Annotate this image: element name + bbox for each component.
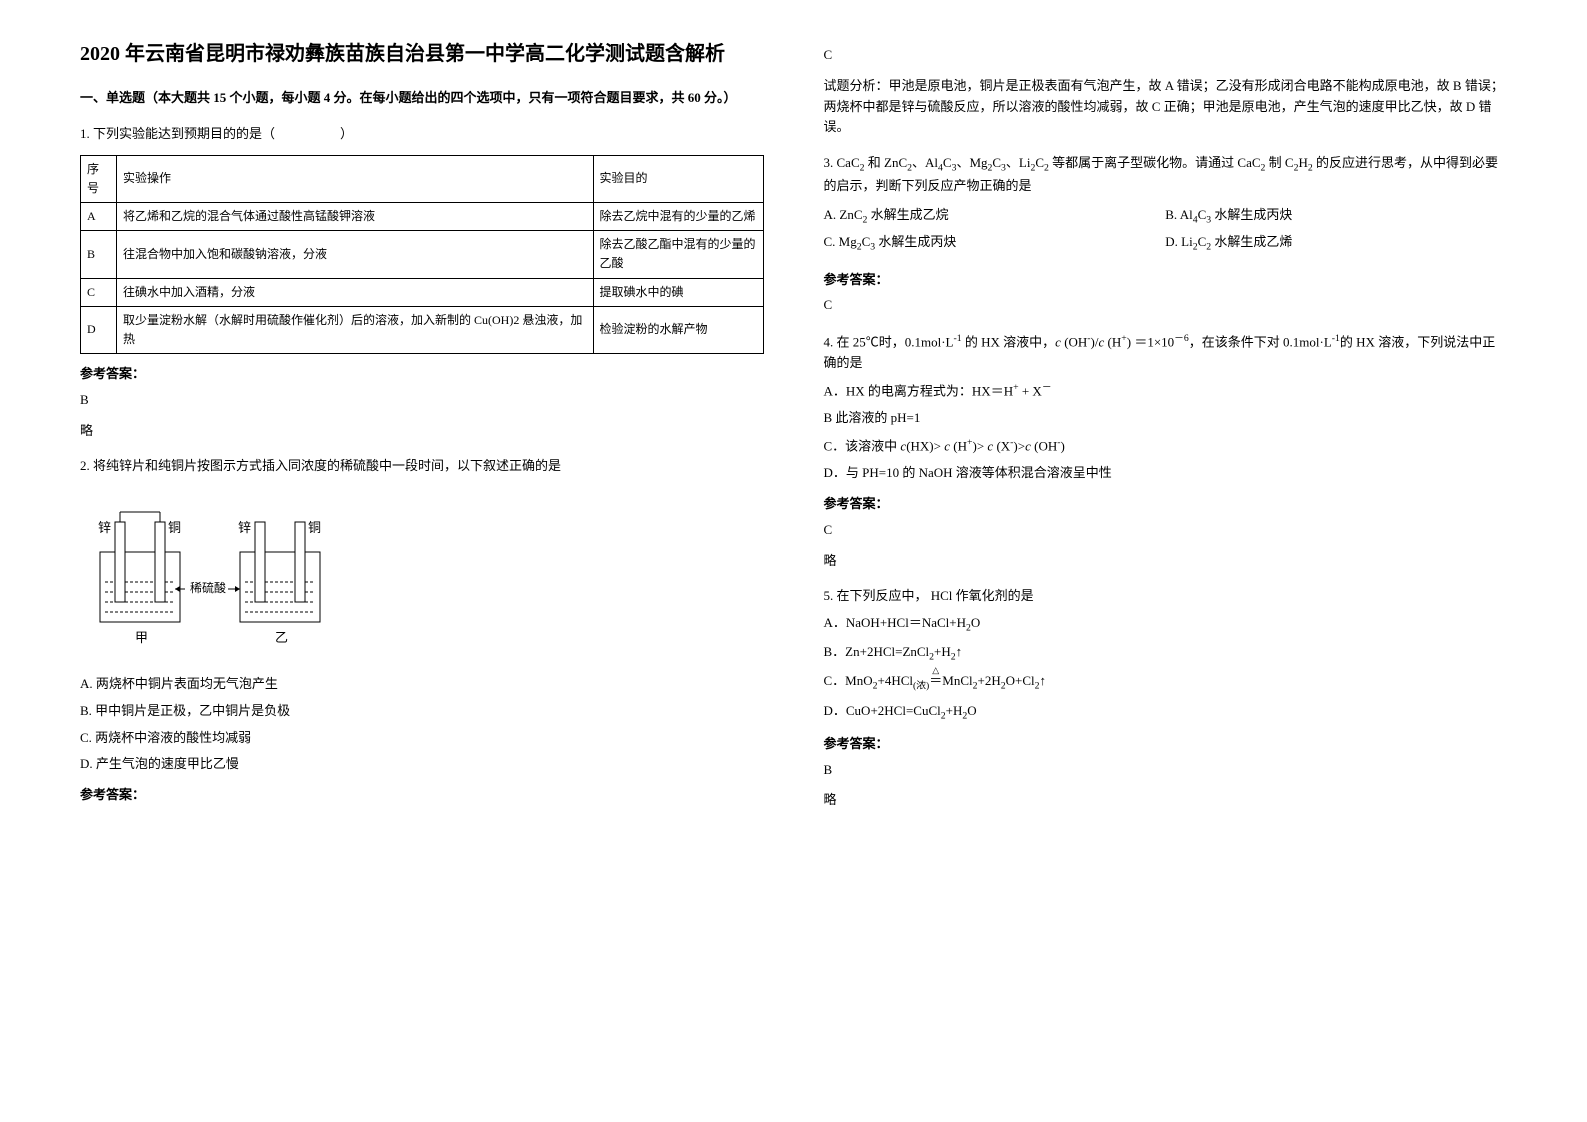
q2-analysis: 试题分析：甲池是原电池，铜片是正极表面有气泡产生，故 A 错误；乙没有形成闭合电… (824, 76, 1508, 138)
answer-label: 参考答案： (824, 494, 1508, 515)
q4-stem: 4. 在 25℃时，0.1mol·L-1 的 HX 溶液中，c (OH-)/c … (824, 331, 1508, 374)
q1-stem: 1. 下列实验能达到预期目的的是（ ） (80, 124, 764, 145)
q5-note: 略 (824, 790, 1508, 811)
q2-option-a: A. 两烧杯中铜片表面均无气泡产生 (80, 674, 764, 695)
q5-option-d: D．CuO+2HCl=CuCl2+H2O (824, 701, 1508, 724)
q5-option-c: C．MnO2+4HCl(浓)＝MnCl2+2H2O+Cl2↑ (824, 671, 1508, 694)
q5-option-b: B．Zn+2HCl=ZnCl2+H2↑ (824, 642, 1508, 665)
acid-label: 稀硫酸 (190, 580, 226, 595)
th-seq: 序号 (81, 155, 117, 202)
beaker-a-label: 甲 (135, 630, 148, 645)
table-header-row: 序号 实验操作 实验目的 (81, 155, 764, 202)
right-column: C 试题分析：甲池是原电池，铜片是正极表面有气泡产生，故 A 错误；乙没有形成闭… (794, 40, 1538, 826)
q2-option-b: B. 甲中铜片是正极，乙中铜片是负极 (80, 701, 764, 722)
answer-label: 参考答案： (824, 734, 1508, 755)
q1-answer: B (80, 390, 764, 411)
electrochemistry-diagram: 锌 铜 甲 锌 铜 乙 稀硫酸 (80, 492, 340, 652)
q5-answer: B (824, 760, 1508, 781)
table-row: B 往混合物中加入饱和碳酸钠溶液，分液 除去乙酸乙酯中混有的少量的乙酸 (81, 231, 764, 278)
answer-label: 参考答案： (80, 364, 764, 385)
table-row: D 取少量淀粉水解（水解时用硫酸作催化剂）后的溶液，加入新制的 Cu(OH)2 … (81, 306, 764, 353)
q3-option-d: D. Li2C2 水解生成乙烯 (1165, 232, 1507, 255)
q2-option-d: D. 产生气泡的速度甲比乙慢 (80, 754, 764, 775)
answer-label: 参考答案： (80, 785, 764, 806)
q1-table: 序号 实验操作 实验目的 A 将乙烯和乙烷的混合气体通过酸性高锰酸钾溶液 除去乙… (80, 155, 764, 355)
zn-label: 锌 (98, 520, 111, 535)
q3-option-a: A. ZnC2 水解生成乙烷 (824, 205, 1166, 228)
q5-option-a: A．NaOH+HCl＝NaCl+H2O (824, 613, 1508, 636)
table-row: A 将乙烯和乙烷的混合气体通过酸性高锰酸钾溶液 除去乙烷中混有的少量的乙烯 (81, 202, 764, 230)
q5-stem: 5. 在下列反应中， HCl 作氧化剂的是 (824, 586, 1508, 607)
question-4: 4. 在 25℃时，0.1mol·L-1 的 HX 溶液中，c (OH-)/c … (824, 331, 1508, 571)
page-title: 2020 年云南省昆明市禄劝彝族苗族自治县第一中学高二化学测试题含解析 (80, 40, 764, 68)
table-row: C 往碘水中加入酒精，分液 提取碘水中的碘 (81, 278, 764, 306)
q2-stem: 2. 将纯锌片和纯铜片按图示方式插入同浓度的稀硫酸中一段时间，以下叙述正确的是 (80, 456, 764, 477)
q3-answer: C (824, 295, 1508, 316)
q4-option-b: B 此溶液的 pH=1 (824, 408, 1508, 429)
question-5: 5. 在下列反应中， HCl 作氧化剂的是 A．NaOH+HCl＝NaCl+H2… (824, 586, 1508, 811)
question-3: 3. CaC2 和 ZnC2、Al4C3、Mg2C3、Li2C2 等都属于离子型… (824, 153, 1508, 316)
section-one-title: 一、单选题（本大题共 15 个小题，每小题 4 分。在每小题给出的四个选项中，只… (80, 88, 764, 109)
q4-note: 略 (824, 551, 1508, 572)
cu-label-2: 铜 (308, 520, 321, 535)
q3-option-b: B. Al4C3 水解生成丙炔 (1165, 205, 1507, 228)
q4-option-d: D．与 PH=10 的 NaOH 溶液等体积混合溶液呈中性 (824, 463, 1508, 484)
q4-option-a: A．HX 的电离方程式为：HX＝H+ + X－ (824, 380, 1508, 402)
zn-label-2: 锌 (238, 520, 251, 535)
left-column: 2020 年云南省昆明市禄劝彝族苗族自治县第一中学高二化学测试题含解析 一、单选… (50, 40, 794, 826)
q2-option-c: C. 两烧杯中溶液的酸性均减弱 (80, 728, 764, 749)
q3-options: A. ZnC2 水解生成乙烷 B. Al4C3 水解生成丙炔 C. Mg2C3 … (824, 205, 1508, 259)
question-1: 1. 下列实验能达到预期目的的是（ ） 序号 实验操作 实验目的 A 将乙烯和乙… (80, 124, 764, 442)
cu-label: 铜 (168, 520, 181, 535)
beaker-b-label: 乙 (275, 630, 288, 645)
th-purpose: 实验目的 (593, 155, 763, 202)
question-2: 2. 将纯锌片和纯铜片按图示方式插入同浓度的稀硫酸中一段时间，以下叙述正确的是 … (80, 456, 764, 806)
q4-option-c: C．该溶液中 c(HX)> c (H+)> c (X-)>c (OH-) (824, 435, 1508, 457)
q3-stem: 3. CaC2 和 ZnC2、Al4C3、Mg2C3、Li2C2 等都属于离子型… (824, 153, 1508, 197)
q3-option-c: C. Mg2C3 水解生成丙炔 (824, 232, 1166, 255)
answer-label: 参考答案： (824, 270, 1508, 291)
th-op: 实验操作 (117, 155, 594, 202)
q1-note: 略 (80, 421, 764, 442)
q4-answer: C (824, 520, 1508, 541)
q2-diagram: 锌 铜 甲 锌 铜 乙 稀硫酸 (80, 492, 764, 659)
q2-answer: C (824, 45, 1508, 66)
